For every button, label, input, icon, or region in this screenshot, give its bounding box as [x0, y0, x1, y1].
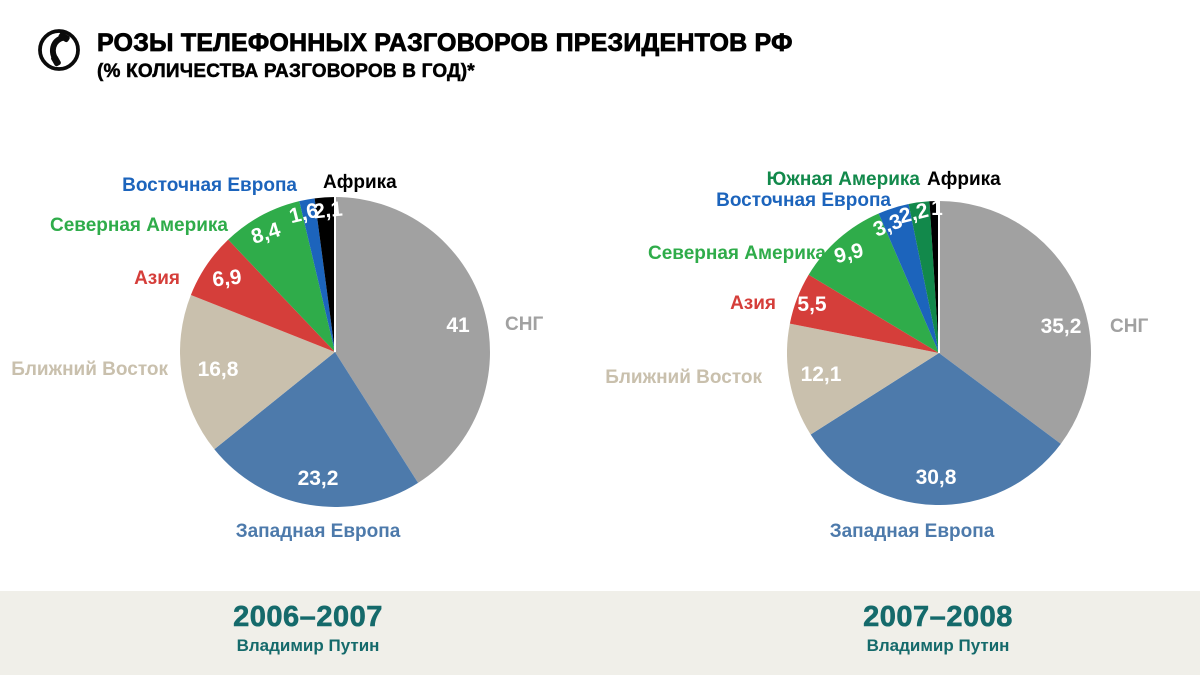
category-label-africa: Африка — [927, 169, 1001, 190]
category-label-cis: СНГ — [1110, 316, 1149, 337]
slice-western-europe — [214, 352, 419, 507]
slice-africa — [314, 197, 335, 352]
slice-value-middle-east: 16,8 — [197, 358, 239, 381]
category-label-asia: Азия — [134, 268, 180, 289]
slice-cis — [335, 197, 490, 483]
slice-value-africa: 1 — [931, 197, 943, 220]
category-label-eastern-europe: Восточная Европа — [716, 190, 891, 211]
slice-value-africa: 2,1 — [312, 197, 344, 224]
slice-value-cis: 35,2 — [1040, 315, 1082, 338]
phone-icon — [38, 29, 80, 71]
category-label-middle-east: Ближний Восток — [11, 359, 168, 380]
page-title: РОЗЫ ТЕЛЕФОННЫХ РАЗГОВОРОВ ПРЕЗИДЕНТОВ Р… — [97, 29, 793, 58]
slice-western-europe — [810, 353, 1061, 505]
category-label-north-america: Северная Америка — [647, 243, 826, 264]
slice-value-western-europe: 23,2 — [297, 467, 339, 490]
slice-value-asia: 6,9 — [211, 265, 243, 292]
slice-asia — [190, 239, 335, 352]
period-label: 2007–2008 — [863, 601, 1013, 634]
page-subtitle: (% КОЛИЧЕСТВА РАЗГОВОРОВ В ГОД)* — [97, 61, 475, 83]
slice-value-middle-east: 12,1 — [800, 363, 842, 386]
period-label: 2006–2007 — [233, 601, 383, 634]
category-label-africa: Африка — [323, 172, 397, 193]
header: РОЗЫ ТЕЛЕФОННЫХ РАЗГОВОРОВ ПРЕЗИДЕНТОВ Р… — [97, 29, 793, 83]
slice-north-america — [808, 213, 939, 353]
footer-panel-2006-2007: 2006–2007 Владимир Путин — [8, 591, 608, 675]
slice-africa — [929, 201, 939, 353]
slice-value-cis: 41 — [446, 314, 470, 337]
slice-north-america — [228, 201, 335, 352]
president-label: Владимир Путин — [866, 636, 1010, 655]
slice-eastern-europe — [299, 198, 335, 352]
category-label-western-europe: Западная Европа — [235, 521, 401, 542]
category-label-western-europe: Западная Европа — [829, 521, 995, 542]
slice-middle-east — [180, 294, 335, 450]
slice-cis — [939, 201, 1091, 444]
category-label-middle-east: Ближний Восток — [605, 367, 762, 388]
slice-value-western-europe: 30,8 — [915, 466, 957, 489]
president-label: Владимир Путин — [236, 636, 380, 655]
slice-middle-east — [787, 323, 939, 435]
pie-chart-1 — [180, 197, 490, 507]
category-label-asia: Азия — [730, 293, 776, 314]
pie-chart-2 — [787, 201, 1091, 505]
slice-eastern-europe — [878, 204, 939, 353]
category-label-eastern-europe: Восточная Европа — [122, 175, 297, 196]
slice-south-america — [908, 201, 939, 353]
category-label-cis: СНГ — [505, 314, 544, 335]
footer-panel-2007-2008: 2007–2008 Владимир Путин — [638, 591, 1200, 675]
category-label-south-america: Южная Америка — [766, 169, 920, 190]
slice-asia — [789, 274, 939, 353]
footer-band — [0, 591, 1200, 675]
category-label-north-america: Северная Америка — [49, 215, 228, 236]
slice-value-asia: 5,5 — [797, 293, 827, 316]
